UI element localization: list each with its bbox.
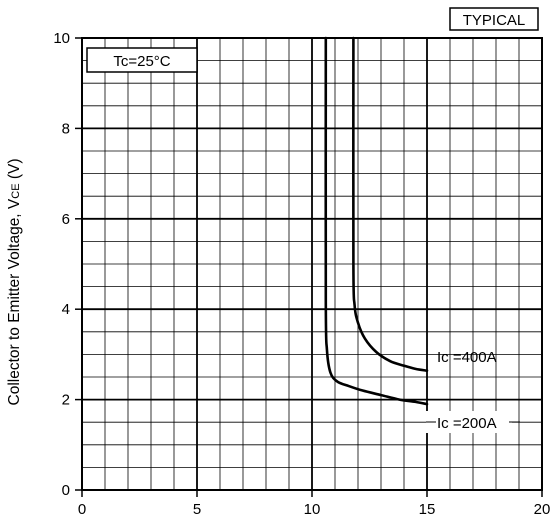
- y-tick-label: 6: [62, 211, 70, 228]
- y-axis-ticks: 0 2 4 6 8 10: [53, 30, 82, 499]
- condition-label: Tc=25°C: [113, 53, 170, 70]
- y-tick-label: 8: [62, 120, 70, 137]
- typical-badge-text: TYPICAL: [463, 12, 526, 29]
- condition-box: Tc=25°C: [86, 47, 198, 73]
- y-axis-title: Collector to Emitter Voltage, VCE (V): [6, 158, 23, 405]
- series-label-ic-400a: Ic =400A: [437, 349, 497, 366]
- y-tick-label: 10: [53, 30, 70, 47]
- series-label-bg: [426, 411, 512, 433]
- series-label-ic-200a: Ic =200A: [437, 415, 497, 432]
- typical-badge: TYPICAL: [449, 7, 539, 31]
- y-tick-label: 4: [62, 301, 70, 318]
- x-axis-ticks: 0 5 10 15 20: [78, 490, 550, 518]
- x-tick-label: 15: [419, 501, 436, 518]
- series-line-ic-200a: [324, 36, 429, 406]
- series-group: [324, 36, 429, 406]
- series-line-ic-400a: [352, 36, 429, 372]
- y-tick-label: 2: [62, 392, 70, 409]
- x-tick-label: 0: [78, 501, 86, 518]
- x-tick-label: 10: [304, 501, 321, 518]
- major-grid: [82, 38, 542, 490]
- y-tick-label: 0: [62, 482, 70, 499]
- x-tick-label: 20: [534, 501, 550, 518]
- x-tick-label: 5: [193, 501, 201, 518]
